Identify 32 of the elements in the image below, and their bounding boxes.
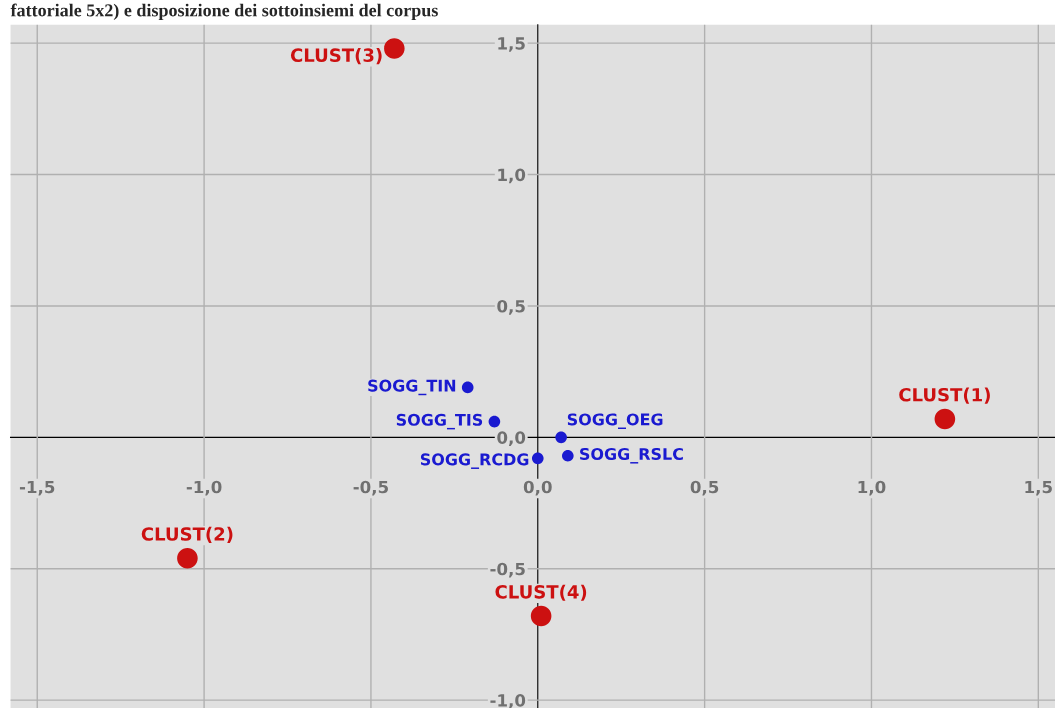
chart-title: fattoriale 5x2) e disposizione dei sottoinsiemi del corpus [10, 3, 438, 21]
y-tick-label: 0,0 [497, 431, 526, 447]
x-tick-label: -1,5 [19, 480, 55, 496]
annotation: SOGG_TIS [396, 413, 483, 430]
point [461, 381, 474, 394]
annotation: CLUST(3) [290, 48, 382, 65]
annotation: SOGG_TIN [368, 379, 456, 396]
annotation: CLUST(2) [141, 526, 233, 543]
x-tick-label: -1,0 [186, 480, 222, 496]
annotation: CLUST(4) [495, 584, 587, 601]
point [555, 431, 567, 444]
point [934, 408, 956, 430]
point [488, 415, 501, 428]
annotation: SOGG_OEG [567, 413, 663, 430]
point [383, 38, 405, 59]
x-tick-label: 0,5 [690, 480, 719, 496]
x-tick-label: -0,5 [353, 480, 388, 496]
x-tick-label: 1,0 [858, 480, 886, 496]
y-tick-label: 0,5 [497, 299, 525, 315]
y-tick-label: -0,5 [490, 562, 525, 578]
x-tick-label: 0,0 [523, 480, 552, 496]
annotation: SOGG_RSLC [580, 447, 683, 464]
point [531, 452, 544, 465]
x-tick-label: 1,5 [1025, 480, 1052, 496]
annotation: SOGG_RCDG [420, 453, 529, 469]
point [177, 547, 198, 569]
y-tick-label: 1,5 [498, 37, 525, 52]
annotation: CLUST(1) [899, 387, 990, 404]
point [562, 449, 574, 462]
point [530, 605, 552, 627]
y-tick-label: -1,0 [490, 694, 526, 708]
y-tick-label: 1,0 [498, 168, 526, 184]
